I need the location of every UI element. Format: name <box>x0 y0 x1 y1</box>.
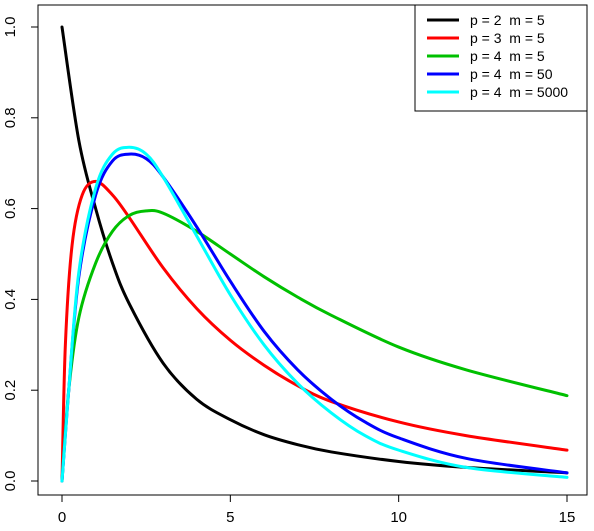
x-tick-label: 5 <box>226 509 234 526</box>
series-line-5 <box>60 145 569 483</box>
series-line-1 <box>60 25 569 475</box>
x-tick-label: 10 <box>390 509 407 526</box>
x-axis: 0 5 10 15 <box>58 495 576 526</box>
x-tick-label: 15 <box>559 509 576 526</box>
legend: p = 2 m = 5 p = 3 m = 5 p = 4 m = 5 p = 4 m… <box>414 4 588 112</box>
series-line-2 <box>60 179 569 483</box>
legend-label: p = 4 m = 5000 <box>470 84 568 100</box>
legend-label: p = 4 m = 50 <box>470 66 553 82</box>
y-tick-label: 0.0 <box>2 471 19 492</box>
legend-label: p = 2 m = 5 <box>470 12 545 28</box>
y-tick-label: 0.6 <box>2 198 19 219</box>
x-tick-label: 0 <box>58 509 66 526</box>
y-tick-label: 0.8 <box>2 107 19 128</box>
plot-frame <box>37 4 588 496</box>
y-axis: 0.0 0.2 0.4 0.6 0.8 1.0 <box>2 17 38 492</box>
y-tick-label: 1.0 <box>2 17 19 38</box>
legend-label: p = 3 m = 5 <box>470 30 545 46</box>
series-group <box>60 25 569 483</box>
legend-label: p = 4 m = 5 <box>470 48 545 64</box>
y-tick-label: 0.2 <box>2 380 19 401</box>
series-line-3 <box>60 209 569 483</box>
y-tick-label: 0.4 <box>2 289 19 310</box>
